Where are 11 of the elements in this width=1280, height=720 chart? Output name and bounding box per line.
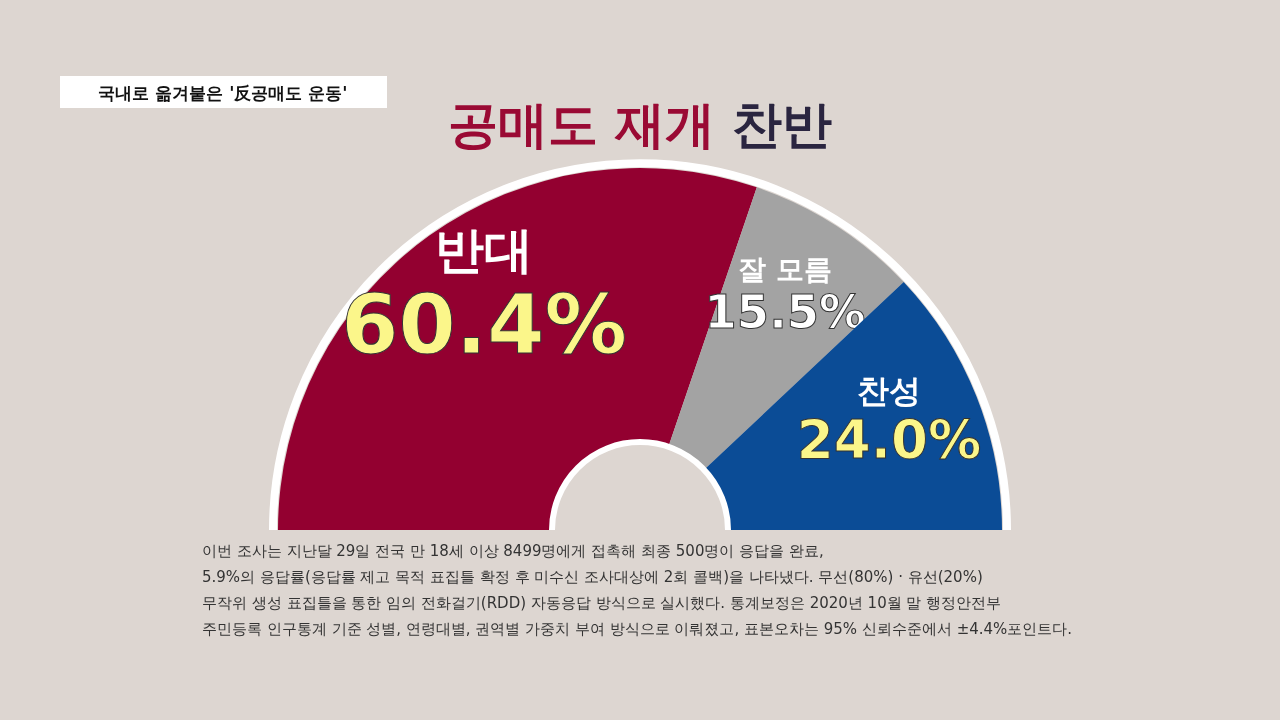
slice-label: 반대	[435, 220, 534, 279]
slice-label: 찬성	[857, 372, 922, 411]
slice-label: 잘 모름	[738, 253, 832, 287]
text: 주민등록 인구통계 기준 성별, 연령대별, 권역별 가중치 부여 방식으로 이뤄졌고, 표본오차는 95% 신뢰수준에서 ±4.4%포인트다.	[202, 620, 1073, 638]
text: 무작위 생성 표집틀을 통한 임의 전화걸기(RDD) 자동응답 방식으로 실시했다. 통계보정은 2020년 10월 말 행정안전부	[202, 594, 1002, 612]
text: 5.9%의 응답률(응답률 제고 목적 표집틀 확정 후 미수신 조사대상에 2회 콜백)을 나타냈다. 무선(80%) · 유선(20%)	[202, 568, 983, 586]
data-label: 24.0%	[796, 408, 982, 471]
data-label: 60.4%	[341, 277, 627, 373]
text: 이번 조사는 지난달 29일 전국 만 18세 이상 8499명에게 접촉해 최종 500명이 응답을 완료,	[202, 542, 824, 560]
chart-title: 공매도 재개 찬반	[447, 96, 833, 154]
chart-subtitle: 국내로 옮겨붙은 '反공매도 운동'	[98, 83, 348, 103]
